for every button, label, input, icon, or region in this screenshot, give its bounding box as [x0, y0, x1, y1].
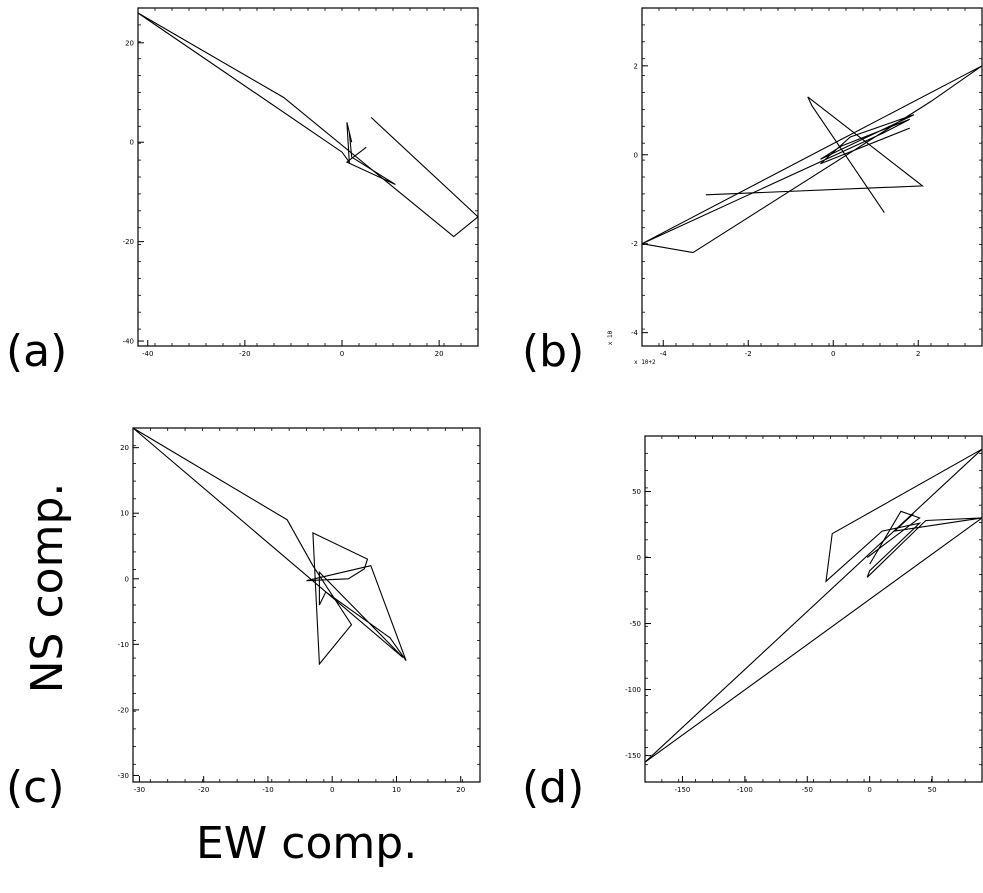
y-tick-label-c: 20: [120, 444, 129, 452]
panel-label-d: (d): [522, 762, 585, 813]
panel-c: -30 -20 -10 0 10 20 -30 -20 -10 0 10 20: [118, 427, 481, 794]
x-tick-label-d: 0: [867, 786, 871, 794]
x-multiplier-b: x 10+2: [634, 359, 656, 366]
x-tick-label-d: -100: [737, 786, 753, 794]
x-tick-label-c: 20: [456, 786, 465, 794]
x-tick-label-b: 0: [831, 350, 835, 358]
plot-frame-d: [644, 435, 983, 783]
x-tick-label-c: -20: [198, 786, 209, 794]
y-tick-label-a: 0: [130, 139, 134, 147]
x-tick-label-b: -4: [660, 350, 668, 358]
y-tick-label-b: -4: [631, 329, 639, 337]
y-tick-label-b: 2: [634, 62, 638, 70]
plot-frame-c: [132, 427, 481, 783]
series-line-a-1: [137, 12, 479, 238]
series-line-b-1: [641, 65, 983, 254]
x-tick-label-a: 20: [435, 350, 444, 358]
y-tick-label-a: -40: [123, 338, 134, 346]
y-tick-label-c: 10: [120, 510, 129, 518]
x-tick-label-b: -2: [745, 350, 752, 358]
y-axis-title: NS comp.: [22, 482, 73, 694]
series-line-d-3: [866, 510, 921, 565]
series-line-c-1: [132, 427, 407, 666]
y-tick-label-b: -2: [631, 240, 638, 248]
panel-label-c: (c): [6, 762, 65, 813]
x-tick-label-d: 50: [928, 786, 937, 794]
panel-a: -40 -20 0 20 -40 -20 0 20: [123, 7, 479, 358]
panel-label-b: (b): [522, 326, 585, 377]
y-tick-label-c: -30: [118, 772, 129, 780]
y-tick-label-d: -100: [625, 686, 641, 694]
x-tick-label-a: -20: [239, 350, 250, 358]
x-axis-title: EW comp.: [196, 818, 418, 869]
y-tick-label-c: 0: [125, 575, 129, 583]
y-tick-label-a: 20: [125, 39, 134, 47]
x-tick-label-c: -10: [262, 786, 273, 794]
x-tick-label-c: 10: [392, 786, 401, 794]
y-tick-label-d: 0: [637, 554, 641, 562]
series-line-d-1: [644, 448, 983, 763]
y-tick-label-c: -10: [118, 641, 129, 649]
series-line-b-2: [705, 96, 925, 213]
series-line-d-2: [644, 517, 983, 763]
x-tick-label-c: -30: [134, 786, 145, 794]
plot-frame-a: [137, 7, 479, 347]
x-tick-label-b: 2: [916, 350, 920, 358]
series-line-a-2: [137, 12, 396, 185]
y-tick-label-b: 0: [634, 151, 638, 159]
y-tick-label-d: -50: [630, 620, 641, 628]
panel-d: -150 -100 -50 0 50 -150 -100 -50 0 50: [625, 435, 983, 794]
y-tick-label-d: 50: [632, 488, 641, 496]
panel-label-a: (a): [6, 326, 68, 377]
y-multiplier-b: x 10: [607, 330, 614, 345]
y-tick-label-d: -150: [625, 752, 641, 760]
x-tick-label-d: -150: [674, 786, 690, 794]
panel-b: -4 -2 0 2 -4 -2 0 2 x 10+2 x 10: [607, 7, 983, 366]
x-tick-label-a: -40: [142, 350, 153, 358]
x-tick-label-a: 0: [340, 350, 344, 358]
y-tick-label-a: -20: [123, 238, 134, 246]
x-tick-label-d: -50: [802, 786, 813, 794]
x-tick-label-c: 0: [330, 786, 334, 794]
y-tick-label-c: -20: [118, 706, 129, 714]
